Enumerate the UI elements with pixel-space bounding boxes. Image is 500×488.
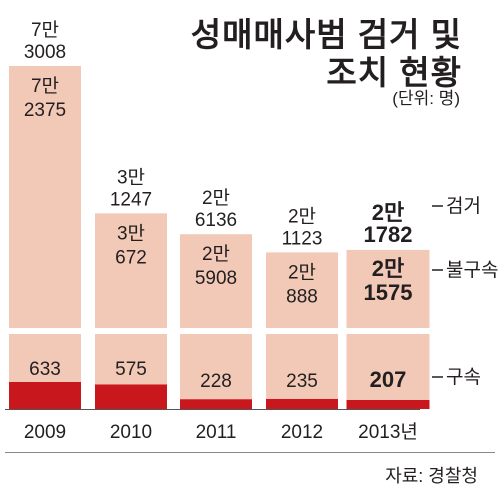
total-label-2010-2: 1247 (110, 189, 152, 210)
arrested-label-2011: 228 (200, 371, 232, 392)
total-label-2011-2: 6136 (195, 210, 237, 231)
bar-unarrested-2013년 (346, 249, 430, 328)
chart-title-line2: 조치 현황 (326, 54, 462, 91)
total-label-2013년-1: 2만 (372, 200, 404, 225)
legend-label-구속: 구속 (446, 366, 481, 388)
bar-arrested-2010 (95, 384, 167, 409)
total-label-2009-1: 7만 (31, 19, 59, 41)
total-label-2013년-2: 1782 (364, 222, 413, 247)
total-label-2010-1: 3만 (117, 166, 145, 188)
unarrested-label-2013년-2: 1575 (364, 280, 413, 305)
unarrested-label-2013년-1: 2만 (372, 256, 404, 281)
labels-group: 7만30087만237563320093만12473만67257520102만6… (24, 19, 418, 443)
bars-group (9, 66, 430, 409)
unarrested-label-2009-2: 2375 (24, 100, 66, 121)
arrested-label-2013년: 207 (370, 367, 407, 392)
arrested-label-2009: 633 (29, 359, 61, 380)
unit-label: (단위: 명) (392, 89, 460, 108)
bar-arrested-2013년 (346, 400, 430, 409)
total-label-2012-1: 2만 (288, 205, 316, 227)
bar-arrested-bg-2012 (266, 334, 338, 409)
bar-unarrested-2012 (266, 252, 338, 328)
unarrested-label-2009-1: 7만 (31, 75, 59, 97)
arrested-label-2012: 235 (286, 371, 318, 392)
unarrested-label-2011-2: 5908 (195, 268, 237, 289)
chart-title-line1: 성매매사범 검거 및 (190, 16, 462, 53)
unarrested-label-2010-2: 672 (115, 247, 147, 268)
legend-label-불구속: 불구속 (446, 259, 498, 281)
arrested-label-2010: 575 (115, 359, 147, 380)
x-tick-2010: 2010 (110, 422, 152, 443)
bar-arrested-2009 (9, 382, 81, 409)
unarrested-label-2012-2: 888 (286, 286, 318, 307)
x-tick-2011: 2011 (196, 422, 237, 443)
unarrested-label-2012-1: 2만 (288, 261, 316, 283)
source-label: 자료: 경찰청 (385, 466, 478, 486)
bar-unarrested-2010 (95, 213, 167, 328)
total-label-2009-2: 3008 (24, 42, 66, 63)
bar-unarrested-2009 (9, 66, 81, 328)
x-tick-2013년: 2013년 (358, 421, 418, 443)
total-label-2011-1: 2만 (202, 187, 230, 209)
bar-arrested-bg-2013년 (346, 334, 430, 409)
total-label-2012-2: 1123 (282, 228, 323, 249)
legend-label-검거: 검거 (446, 195, 481, 217)
bar-unarrested-2011 (180, 234, 252, 328)
bar-arrested-bg-2011 (180, 334, 252, 409)
x-tick-2009: 2009 (24, 422, 66, 443)
unarrested-label-2010-1: 3만 (117, 222, 145, 244)
bar-arrested-2011 (180, 399, 252, 409)
bar-arrested-2012 (266, 398, 338, 409)
unarrested-label-2011-1: 2만 (202, 243, 230, 265)
x-tick-2012: 2012 (281, 422, 323, 443)
